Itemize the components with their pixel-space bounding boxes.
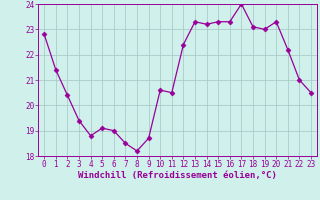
X-axis label: Windchill (Refroidissement éolien,°C): Windchill (Refroidissement éolien,°C) [78, 171, 277, 180]
